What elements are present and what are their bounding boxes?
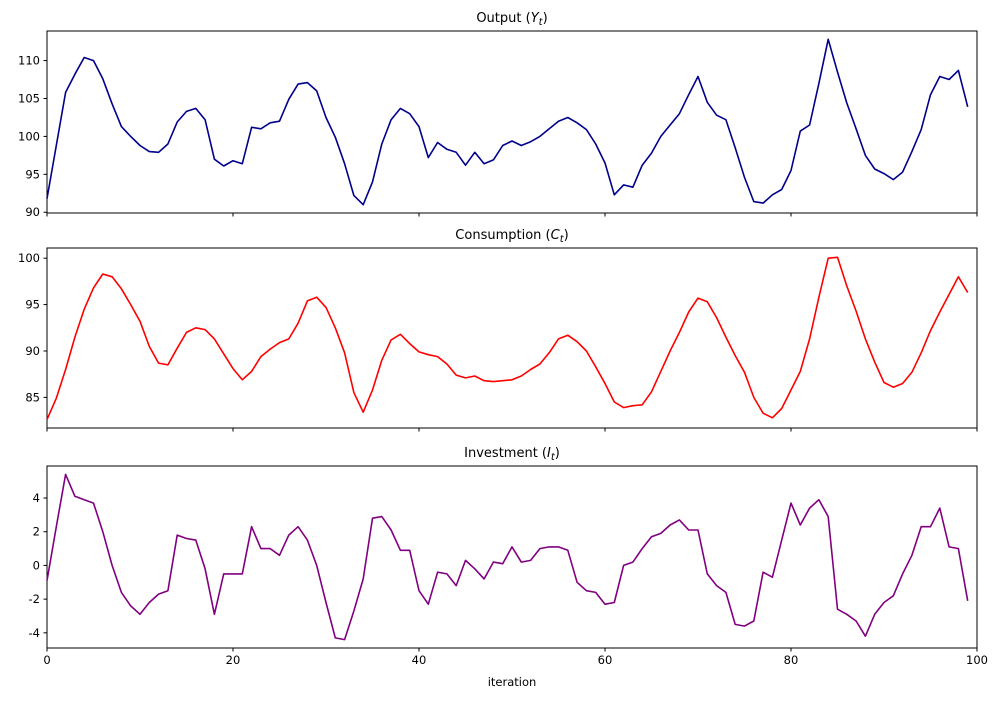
chart-consumption: Consumption (Ct) 85 90 95 100 [18, 228, 978, 432]
investment-ytick-label: 2 [33, 525, 40, 539]
output-ytick-label: 105 [18, 91, 40, 105]
output-ytick-label: 95 [25, 167, 40, 181]
x-axis-tick-label: 40 [412, 653, 427, 667]
output-ytick-label: 110 [18, 54, 40, 68]
consumption-ytick-label: 90 [25, 344, 40, 358]
output-plot-frame [46, 30, 978, 214]
investment-ytick-label: -2 [29, 592, 40, 606]
consumption-chart-title: Consumption (Ct) [455, 228, 568, 245]
chart-output: Output (Yt) 90 95 100 105 110 [18, 11, 978, 219]
consumption-ytick-label: 85 [25, 390, 40, 404]
x-axis-label: iteration [488, 675, 537, 689]
output-ytick-label: 100 [18, 129, 40, 143]
consumption-plot-frame [46, 247, 978, 429]
investment-ytick-label: 4 [33, 491, 40, 505]
investment-plot-frame [46, 465, 978, 649]
x-axis-tick-label: 100 [966, 653, 988, 667]
investment-line [46, 473, 969, 641]
x-axis-tick-label: 60 [598, 653, 613, 667]
output-ytick-label: 90 [25, 205, 40, 219]
consumption-line [46, 256, 969, 420]
consumption-ytick-label: 95 [25, 298, 40, 312]
x-axis-tick-label: 20 [226, 653, 241, 667]
x-axis-tick-label: 0 [43, 653, 50, 667]
output-line [46, 38, 969, 206]
investment-chart-title: Investment (It) [464, 446, 560, 463]
output-chart-title: Output (Yt) [476, 11, 547, 28]
investment-ytick-label: -4 [29, 626, 40, 640]
investment-ytick-label: 0 [33, 558, 40, 572]
consumption-ytick-label: 100 [18, 251, 40, 265]
x-axis-tick-label: 80 [784, 653, 799, 667]
